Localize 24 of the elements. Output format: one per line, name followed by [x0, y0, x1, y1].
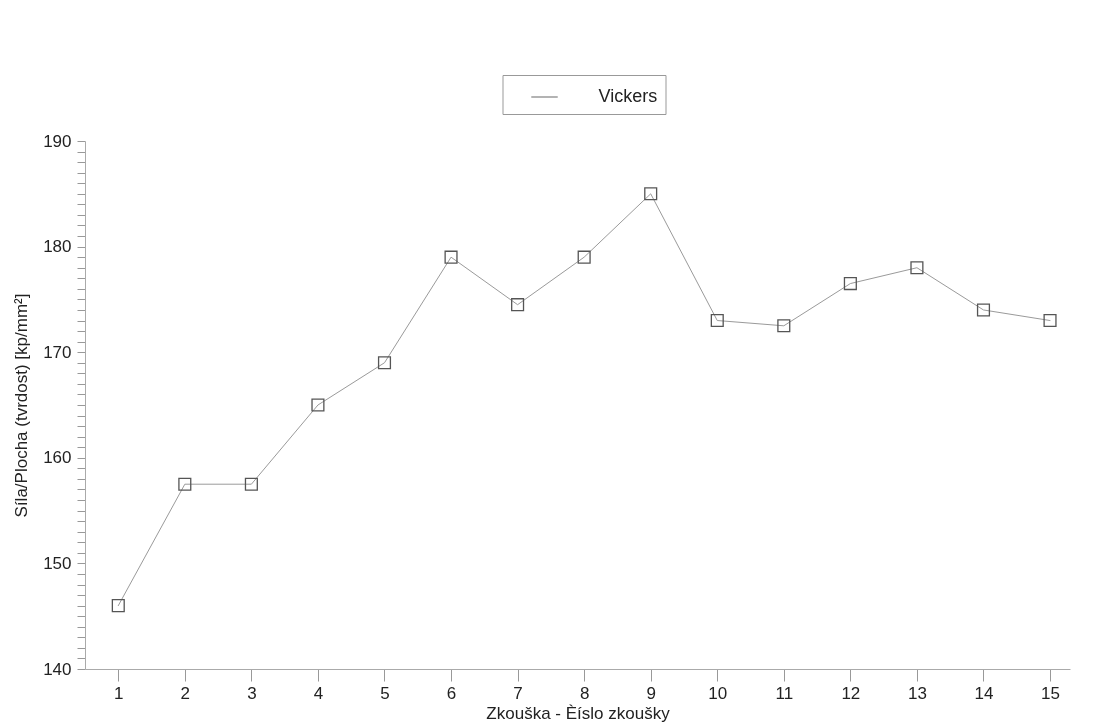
x-tick-label: 15 — [1041, 683, 1060, 703]
x-tick-label: 11 — [775, 683, 794, 703]
y-tick-label: 170 — [43, 342, 72, 362]
legend-label: Vickers — [598, 86, 658, 106]
x-tick-label: 5 — [380, 683, 390, 703]
y-tick-label: 180 — [43, 237, 72, 257]
x-tick-label: 9 — [646, 683, 656, 703]
y-tick-label: 150 — [43, 553, 72, 573]
x-tick-label: 10 — [708, 683, 728, 703]
x-tick-label: 8 — [579, 683, 590, 703]
x-tick-label: 13 — [907, 683, 927, 703]
x-tick-label: 1 — [114, 683, 124, 703]
x-tick-label: 7 — [513, 683, 523, 703]
x-tick-label: 14 — [974, 683, 994, 703]
x-tick-label: 12 — [841, 683, 861, 703]
x-axis-title: Zkouška - Èíslo zkoušky — [486, 703, 671, 723]
x-tick-label: 4 — [313, 683, 324, 703]
x-tick-label: 3 — [247, 683, 257, 703]
y-tick-label: 140 — [43, 659, 72, 679]
y-axis-title: Síla/Plocha (tvrdost) [kp/mm²] — [12, 293, 32, 518]
x-tick-label: 6 — [446, 683, 457, 703]
x-tick-label: 2 — [180, 683, 191, 703]
y-tick-label: 190 — [43, 131, 72, 151]
y-tick-label: 160 — [43, 448, 72, 468]
